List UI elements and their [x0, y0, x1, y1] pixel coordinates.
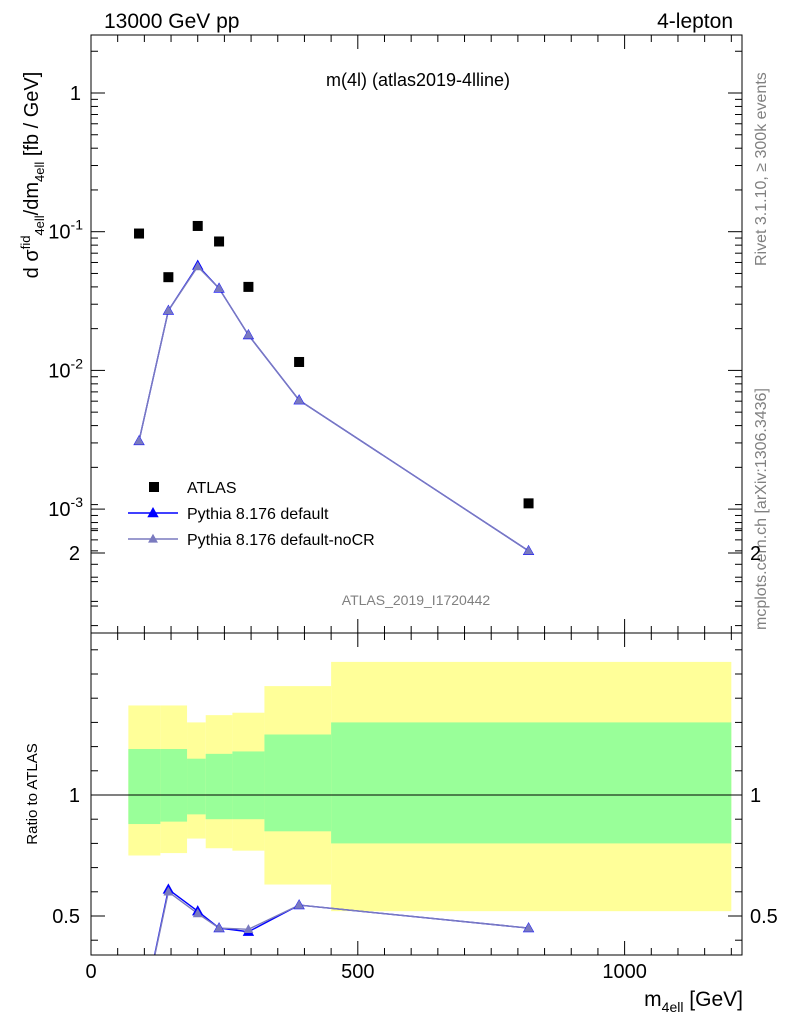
atlas-data-point	[192, 220, 203, 231]
ratio-y-tick-label-left: 0.5	[52, 906, 80, 928]
main-point-nocr	[523, 545, 534, 555]
atlas-data-point	[134, 228, 145, 239]
ratio-band-inner	[187, 758, 206, 815]
ratio-point-nocr	[192, 908, 203, 918]
x-tick-label: 0	[85, 961, 96, 983]
ratio-point-nocr	[214, 922, 225, 932]
atlas-data-point	[243, 281, 254, 292]
main-y-tick-label: 10-3	[48, 494, 83, 521]
header-left: 13000 GeV pp	[104, 10, 239, 33]
ratio-y-label: Ratio to ATLAS	[24, 743, 41, 844]
rivet-info: Rivet 3.1.10, ≥ 300k events	[753, 72, 770, 266]
x-axis-label-text: m4ell​ [GeV]	[644, 988, 743, 1015]
main-y-tick-label: 10-1	[48, 217, 83, 244]
legend-label: Pythia 8.176 default-noCR	[187, 532, 375, 549]
atlas-data-point	[214, 236, 225, 247]
main-panel: 1 10-1 10-2 10-3 m(4l) (atlas2019-4lline) A…	[18, 34, 743, 634]
main-point-nocr	[163, 305, 174, 315]
x-tick-label: 1000	[602, 961, 647, 983]
ratio-point-nocr	[523, 922, 534, 932]
atlas-data-point	[523, 498, 534, 509]
main-y-label-text: d σfid​4ell​/dm4ell​ [fb / GeV]	[18, 72, 47, 279]
main-point-nocr	[214, 283, 225, 293]
x-tick-label: 500	[341, 961, 374, 983]
legend-marker-atlas	[149, 482, 159, 492]
main-point-nocr	[192, 261, 203, 271]
atlas-data-point	[163, 272, 174, 283]
ratio-band-inner	[128, 749, 161, 825]
ratio-band-inner	[232, 751, 265, 820]
ratio-point-nocr	[163, 886, 174, 896]
ratio-band-inner	[331, 722, 732, 844]
atlas-data-point	[294, 356, 305, 367]
ratio-frame	[90, 632, 743, 956]
ratio-band-inner	[264, 734, 332, 832]
main-y-tick-label: 10-2	[48, 355, 83, 382]
ratio-y-tick-label-right: 1	[750, 785, 761, 807]
header-right: 4-lepton	[657, 10, 733, 33]
main-point-nocr	[134, 435, 144, 445]
ratio-band-inner	[205, 753, 233, 820]
legend-label: Pythia 8.176 default	[187, 506, 329, 523]
main-point-nocr	[294, 394, 305, 404]
ratio-y-tick-label-right: 2	[750, 543, 761, 565]
main-y-tick-label: 1	[70, 83, 81, 105]
mcplots-info: mcplots.cern.ch [arXiv:1306.3436]	[753, 388, 770, 630]
ratio-band-inner	[160, 749, 188, 822]
main-title: m(4l) (atlas2019-4lline)	[326, 70, 510, 90]
ratio-y-tick-label-right: 0.5	[750, 906, 778, 928]
watermark: ATLAS_2019_I1720442	[342, 592, 491, 608]
legend-marker-triangle	[147, 507, 159, 518]
legend-label: ATLAS	[187, 480, 237, 497]
legend: ATLAS Pythia 8.176 default Pythia 8.176 de…	[128, 480, 375, 549]
ratio-point-nocr	[243, 924, 254, 933]
legend-marker-triangle	[148, 533, 158, 543]
main-point-nocr	[243, 329, 254, 339]
ratio-y-tick-label-left: 1	[69, 785, 80, 807]
x-axis-label: m4ell​ [GeV]	[644, 988, 743, 1015]
main-y-label: d σfid​4ell​/dm4ell​ [fb / GeV]	[18, 72, 47, 279]
ratio-point-nocr	[294, 899, 305, 909]
ratio-y-tick-label-left: 2	[69, 543, 80, 565]
ratio-panel: 0.5 0.5 1 1 2 2 0 500 1000 Ratio to ATLAS m4ell​…	[24, 504, 778, 1015]
